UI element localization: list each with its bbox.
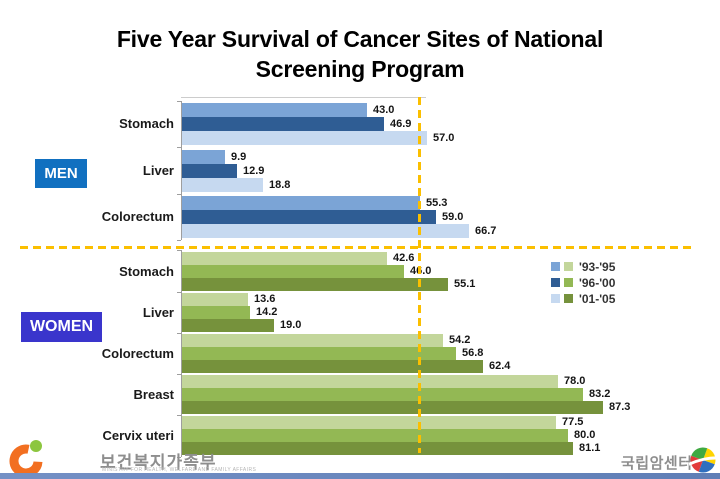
bar-segment (182, 278, 448, 291)
value-label: 13.6 (254, 293, 276, 305)
bar-segment (182, 177, 263, 192)
bar-segment (182, 117, 384, 131)
value-label: 18.8 (269, 178, 291, 191)
bar-segment (182, 401, 603, 414)
value-label: 55.3 (426, 197, 448, 209)
bar-segment (182, 306, 250, 319)
bar-segment (182, 224, 469, 238)
bar-segment (182, 442, 573, 455)
legend-swatch-men (551, 262, 560, 271)
axis-tick (177, 250, 181, 251)
bar-segment (182, 347, 456, 360)
value-label: 87.3 (609, 401, 631, 413)
men-women-divider-dashed-line (20, 246, 692, 249)
bar-segment (182, 388, 583, 401)
axis-tick (177, 415, 181, 416)
category-label: Colorectum (101, 209, 174, 224)
value-axis-line (181, 101, 182, 240)
legend-entry-label: '01-'05 (579, 291, 616, 306)
bar-segment (182, 334, 443, 347)
legend-swatch-women (564, 262, 573, 271)
value-label: 55.1 (454, 278, 476, 290)
bar-segment (182, 416, 556, 429)
chart-legend: '93-'95'96-'00'01-'05 (551, 259, 615, 307)
reference-dashed-line (418, 97, 421, 453)
value-label: 77.5 (562, 416, 584, 428)
value-label: 56.8 (462, 347, 484, 359)
legend-swatch-men (551, 278, 560, 287)
legend-entry-label: '96-'00 (579, 275, 616, 290)
value-label: 9.9 (231, 150, 247, 163)
value-label: 19.0 (280, 319, 302, 331)
men-group-label: MEN (44, 165, 78, 182)
category-label: Colorectum (101, 345, 174, 361)
value-label: 57.0 (433, 132, 455, 144)
legend-entry: '93-'95 (551, 259, 615, 274)
value-label: 14.2 (256, 306, 278, 318)
bar-segment (182, 196, 420, 210)
men-chart-top-border (181, 97, 426, 98)
legend-entry-label: '93-'95 (579, 259, 616, 274)
axis-tick (177, 292, 181, 293)
category-label: Stomach (119, 116, 174, 131)
women-group-label: WOMEN (29, 318, 94, 335)
axis-tick (177, 193, 181, 195)
category-label: Liver (142, 304, 174, 320)
axis-tick (177, 240, 181, 241)
ministry-logo-icon (8, 438, 46, 479)
men-group-badge: MEN (35, 159, 87, 188)
category-label: Liver (142, 162, 174, 178)
value-label: 66.7 (475, 225, 497, 237)
value-label: 81.1 (579, 442, 601, 454)
bar-segment (182, 360, 483, 373)
bar-segment (182, 210, 436, 224)
cancer-center-name: 국립암센터 (621, 455, 693, 472)
value-label: 59.0 (442, 211, 464, 223)
legend-swatch-women (564, 294, 573, 303)
bar-segment (182, 319, 274, 332)
cancer-center-logo-icon (688, 445, 718, 479)
value-label: 80.0 (574, 429, 596, 441)
value-label: 62.4 (489, 360, 511, 372)
value-label: 42.6 (393, 252, 415, 264)
page-title: Five Year Survival of Cancer Sites of Na… (116, 26, 604, 83)
axis-tick (177, 333, 181, 334)
value-label: 78.0 (564, 375, 586, 387)
value-label: 12.9 (243, 164, 265, 177)
bar-segment (182, 163, 237, 178)
legend-swatch-women (564, 278, 573, 287)
axis-tick (177, 457, 181, 458)
axis-tick (177, 101, 181, 102)
bar-segment (182, 103, 367, 117)
value-label: 46.9 (390, 118, 412, 130)
category-label: Stomach (119, 263, 174, 279)
legend-swatch-men (551, 294, 560, 303)
value-label: 54.2 (449, 334, 471, 346)
women-group-badge: WOMEN (21, 312, 102, 342)
category-label: Breast (133, 386, 174, 402)
ministry-name: 보건복지가족부 (100, 453, 217, 472)
axis-tick (177, 374, 181, 375)
bar-segment (182, 265, 404, 278)
bar-segment (182, 293, 248, 306)
bar-segment (182, 375, 558, 388)
axis-tick (177, 147, 181, 149)
value-label: 43.0 (373, 104, 395, 116)
bar-segment (182, 131, 427, 145)
bottom-strip (0, 473, 720, 479)
ministry-name-caption: MINISTRY FOR HEALTH, WELFARE AND FAMILY … (102, 467, 257, 473)
legend-entry: '01-'05 (551, 291, 615, 306)
bar-segment (182, 149, 225, 164)
legend-entry: '96-'00 (551, 275, 615, 290)
bar-segment (182, 252, 387, 265)
bar-segment (182, 429, 568, 442)
value-axis-line (181, 250, 182, 457)
value-label: 83.2 (589, 388, 611, 400)
category-label: Cervix uteri (102, 427, 174, 443)
